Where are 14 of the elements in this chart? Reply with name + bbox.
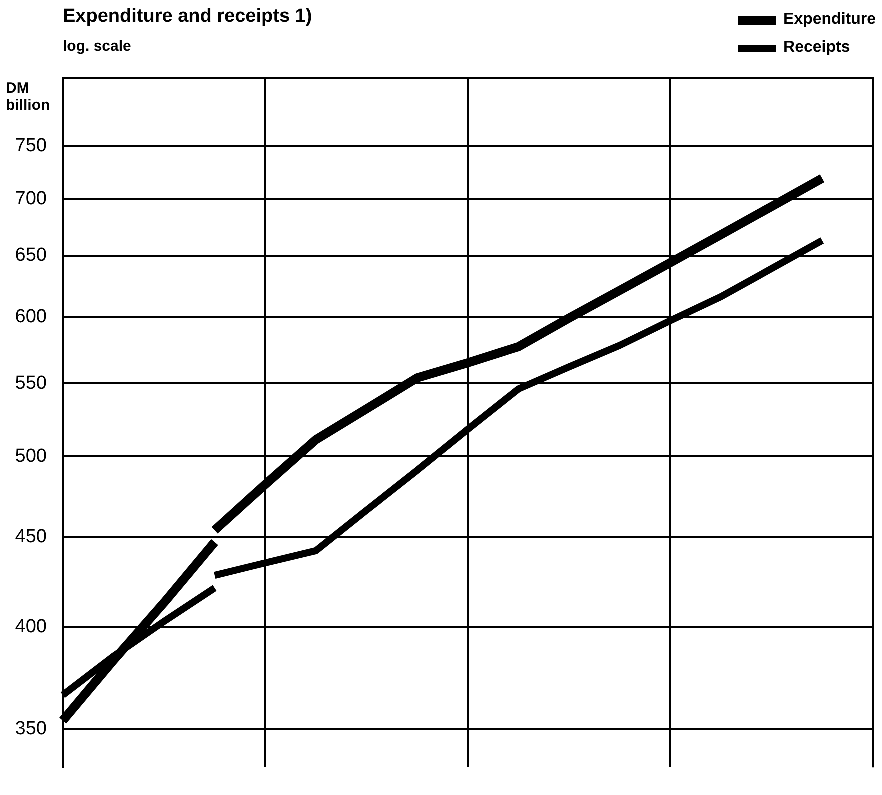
chart-title: Expenditure and receipts 1) [63,6,312,28]
y-tick-label: 700 [15,188,47,210]
y-tick-label: 750 [15,136,47,157]
y-tick-label: 400 [15,616,47,638]
chart-subtitle: log. scale [63,38,132,55]
y-tick-label: 600 [15,306,47,328]
legend-label: Receipts [784,39,850,57]
y-axis-title: DM billion [6,80,52,114]
y-tick-label: 500 [15,446,47,467]
y-tick-label: 450 [15,526,47,548]
y-tick-label: 650 [15,245,47,266]
y-tick-label: 550 [15,372,47,394]
legend-label: Expenditure [784,11,876,29]
y-tick-label: 350 [15,718,47,740]
